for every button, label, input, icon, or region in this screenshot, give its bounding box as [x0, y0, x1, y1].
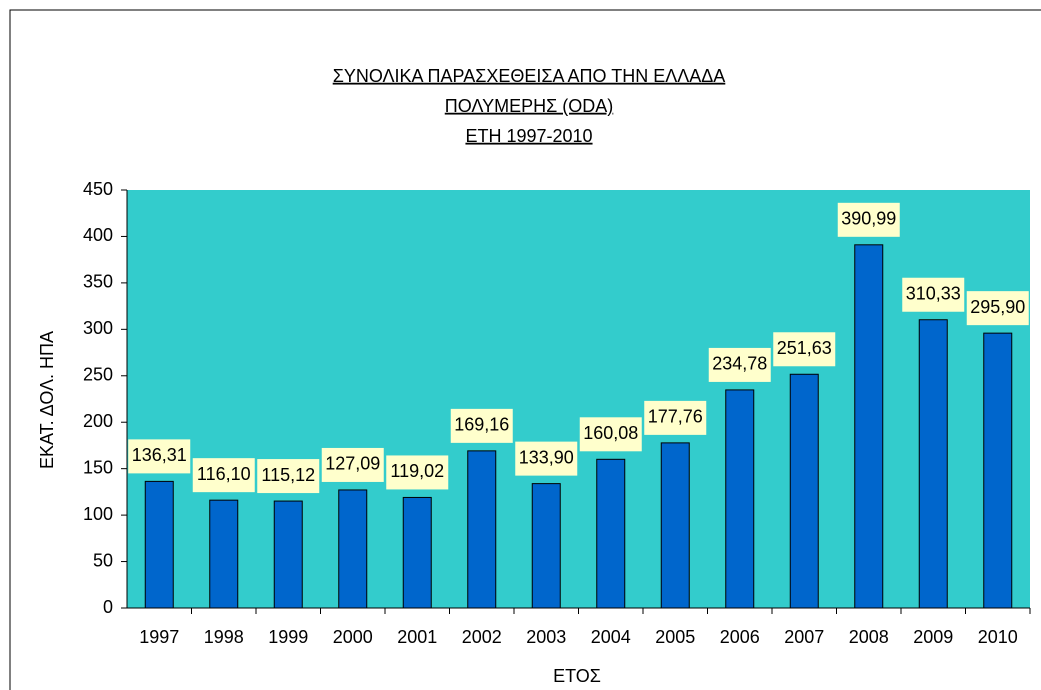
data-label: 136,31: [132, 445, 187, 465]
y-tick-label: 450: [83, 179, 113, 199]
bar: [209, 499, 239, 609]
bar: [596, 458, 626, 609]
bar: [918, 319, 948, 609]
x-tick-label: 1999: [268, 627, 308, 647]
data-label-box: [450, 408, 513, 443]
y-tick-label: 400: [83, 225, 113, 245]
bar: [273, 500, 303, 609]
data-label-box: [837, 202, 900, 237]
x-tick-label: 2003: [526, 627, 566, 647]
y-tick-label: 250: [83, 365, 113, 385]
data-label-box: [708, 347, 771, 382]
data-label: 295,90: [970, 297, 1025, 317]
data-label: 177,76: [648, 407, 703, 427]
data-label: 234,78: [712, 354, 767, 374]
data-label: 390,99: [841, 209, 896, 229]
bar: [338, 489, 368, 609]
chart-title: ΣΥΝΟΛΙΚΑ ΠΑΡΑΣΧΕΘΕΙΣΑ ΑΠΟ ΤΗΝ ΕΛΛΑΔΑ: [333, 66, 726, 86]
data-label-box: [386, 455, 449, 490]
x-axis-label: ΕΤΟΣ: [553, 666, 601, 686]
data-label-box: [579, 417, 642, 452]
bar: [660, 442, 690, 609]
data-label-box: [644, 400, 707, 435]
x-tick-label: 2010: [978, 627, 1018, 647]
data-label-box: [966, 291, 1029, 326]
x-tick-label: 2000: [333, 627, 373, 647]
bar: [725, 389, 755, 609]
data-label-box: [257, 459, 320, 494]
bar: [983, 332, 1013, 609]
data-label-box: [321, 447, 384, 482]
x-tick-label: 1998: [204, 627, 244, 647]
x-tick-label: 2001: [397, 627, 437, 647]
data-label: 119,02: [390, 461, 444, 481]
bar: [789, 373, 819, 609]
y-tick-label: 50: [93, 550, 113, 570]
data-label: 127,09: [325, 454, 380, 474]
bar: [144, 480, 174, 609]
bar: [467, 450, 497, 609]
x-tick-label: 2006: [720, 627, 760, 647]
data-label-box: [128, 439, 191, 474]
x-tick-label: 2004: [591, 627, 631, 647]
chart-title: ΠΟΛΥΜΕΡΗΣ (ODA): [445, 96, 614, 116]
bar: [854, 244, 884, 609]
plot-area: [127, 190, 1030, 608]
data-label: 133,90: [519, 447, 574, 467]
data-label: 160,08: [583, 423, 638, 443]
y-tick-label: 0: [103, 597, 113, 617]
chart-title: ΕΤΗ 1997-2010: [465, 126, 592, 146]
y-tick-label: 350: [83, 272, 113, 292]
x-tick-label: 1997: [139, 627, 179, 647]
data-label: 169,16: [454, 415, 509, 435]
y-tick-label: 300: [83, 318, 113, 338]
bar: [402, 496, 432, 609]
x-tick-label: 2002: [462, 627, 502, 647]
data-label: 116,10: [197, 464, 251, 484]
x-tick-label: 2009: [913, 627, 953, 647]
data-label: 251,63: [777, 338, 832, 358]
bar: [531, 483, 561, 609]
x-tick-label: 2008: [849, 627, 889, 647]
data-label-box: [902, 277, 965, 312]
y-tick-label: 100: [83, 504, 113, 524]
data-label-box: [773, 332, 836, 367]
y-axis-label: ΕΚΑΤ. ΔΟΛ. ΗΠΑ: [37, 331, 57, 469]
data-label: 310,33: [906, 283, 961, 303]
x-tick-label: 2005: [655, 627, 695, 647]
data-label: 115,12: [261, 465, 315, 485]
data-label-box: [192, 458, 255, 493]
x-tick-label: 2007: [784, 627, 824, 647]
y-tick-label: 150: [83, 457, 113, 477]
y-tick-label: 200: [83, 411, 113, 431]
data-label-box: [515, 441, 578, 476]
